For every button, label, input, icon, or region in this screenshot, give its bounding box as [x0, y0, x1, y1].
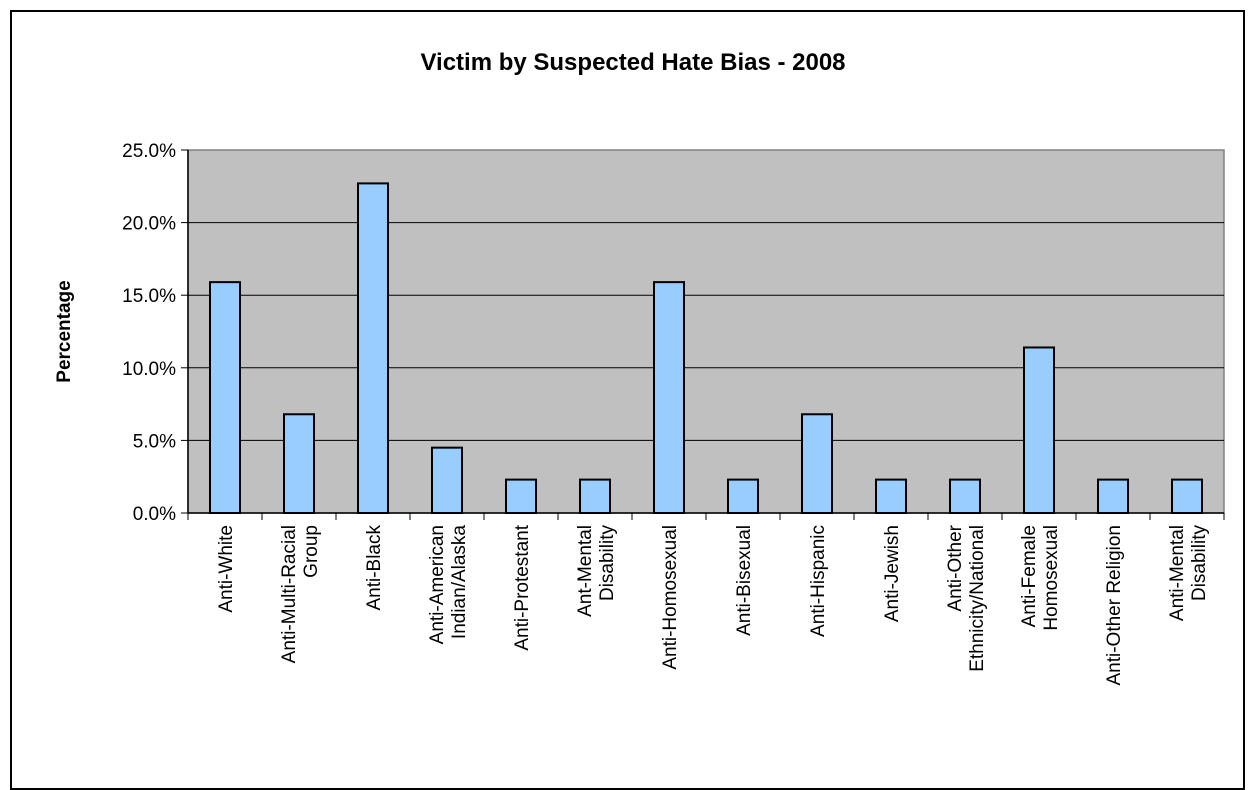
bar [949, 478, 981, 515]
y-tick-label: 15.0% [122, 286, 176, 307]
x-tick-label: Ant-Mental [575, 525, 596, 617]
x-tick-label: Anti-Homosexual [660, 525, 681, 670]
x-tick-label: Disability [597, 525, 618, 602]
y-tick-label: 25.0% [122, 141, 176, 162]
x-tick-label: Indian/Alaska [449, 525, 470, 640]
bar [505, 478, 537, 515]
x-tick-label: Anti-Female [1019, 525, 1040, 627]
bar [209, 281, 241, 514]
x-tick-labels: Anti-White Anti-Multi-Racial Group Anti-Bla… [216, 524, 1210, 685]
bar [1097, 478, 1129, 515]
plot-area [187, 149, 1225, 514]
y-tick-label: 0.0% [133, 504, 176, 525]
bar [801, 413, 833, 515]
x-tick-label: Anti-Black [364, 525, 385, 611]
x-tick-label: Anti-Protestant [512, 524, 533, 650]
x-tick-label: Ethnicity/National [967, 525, 988, 672]
x-tick-label: Anti-American [427, 525, 448, 644]
x-tick-label: Anti-White [216, 525, 237, 613]
bar [727, 478, 759, 515]
bar [283, 413, 315, 515]
x-tick-label: Homosexual [1041, 525, 1062, 631]
x-tick-label: Anti-Mental [1167, 525, 1188, 621]
x-tick-label: Anti-Bisexual [734, 525, 755, 636]
bar [653, 281, 685, 514]
x-tick-label: Anti-Multi-Racial [279, 525, 300, 663]
y-tick-label: 5.0% [133, 431, 176, 452]
y-tick-label: 10.0% [122, 359, 176, 380]
x-tick-label: Anti-Hispanic [808, 525, 829, 637]
bar [579, 478, 611, 515]
y-tick-label: 20.0% [122, 214, 176, 235]
x-tick-label: Anti-Other [945, 524, 966, 611]
bar [875, 478, 907, 515]
bar [357, 182, 389, 514]
y-axis-label: Percentage [54, 280, 75, 382]
x-tick-label: Anti-Other Religion [1104, 525, 1125, 686]
bar [1023, 346, 1055, 514]
axes [181, 149, 1225, 520]
bar [1171, 478, 1203, 515]
bar-chart: Victim by Suspected Hate Bias - 2008 Per… [54, 49, 1225, 686]
x-tick-label: Anti-Jewish [882, 525, 903, 622]
bar [431, 446, 463, 514]
x-tick-label: Disability [1189, 525, 1210, 602]
y-tick-labels: 0.0% 5.0% 10.0% 15.0% 20.0% 25.0% [122, 141, 176, 525]
x-tick-label: Group [301, 525, 322, 578]
chart-title: Victim by Suspected Hate Bias - 2008 [420, 49, 845, 76]
